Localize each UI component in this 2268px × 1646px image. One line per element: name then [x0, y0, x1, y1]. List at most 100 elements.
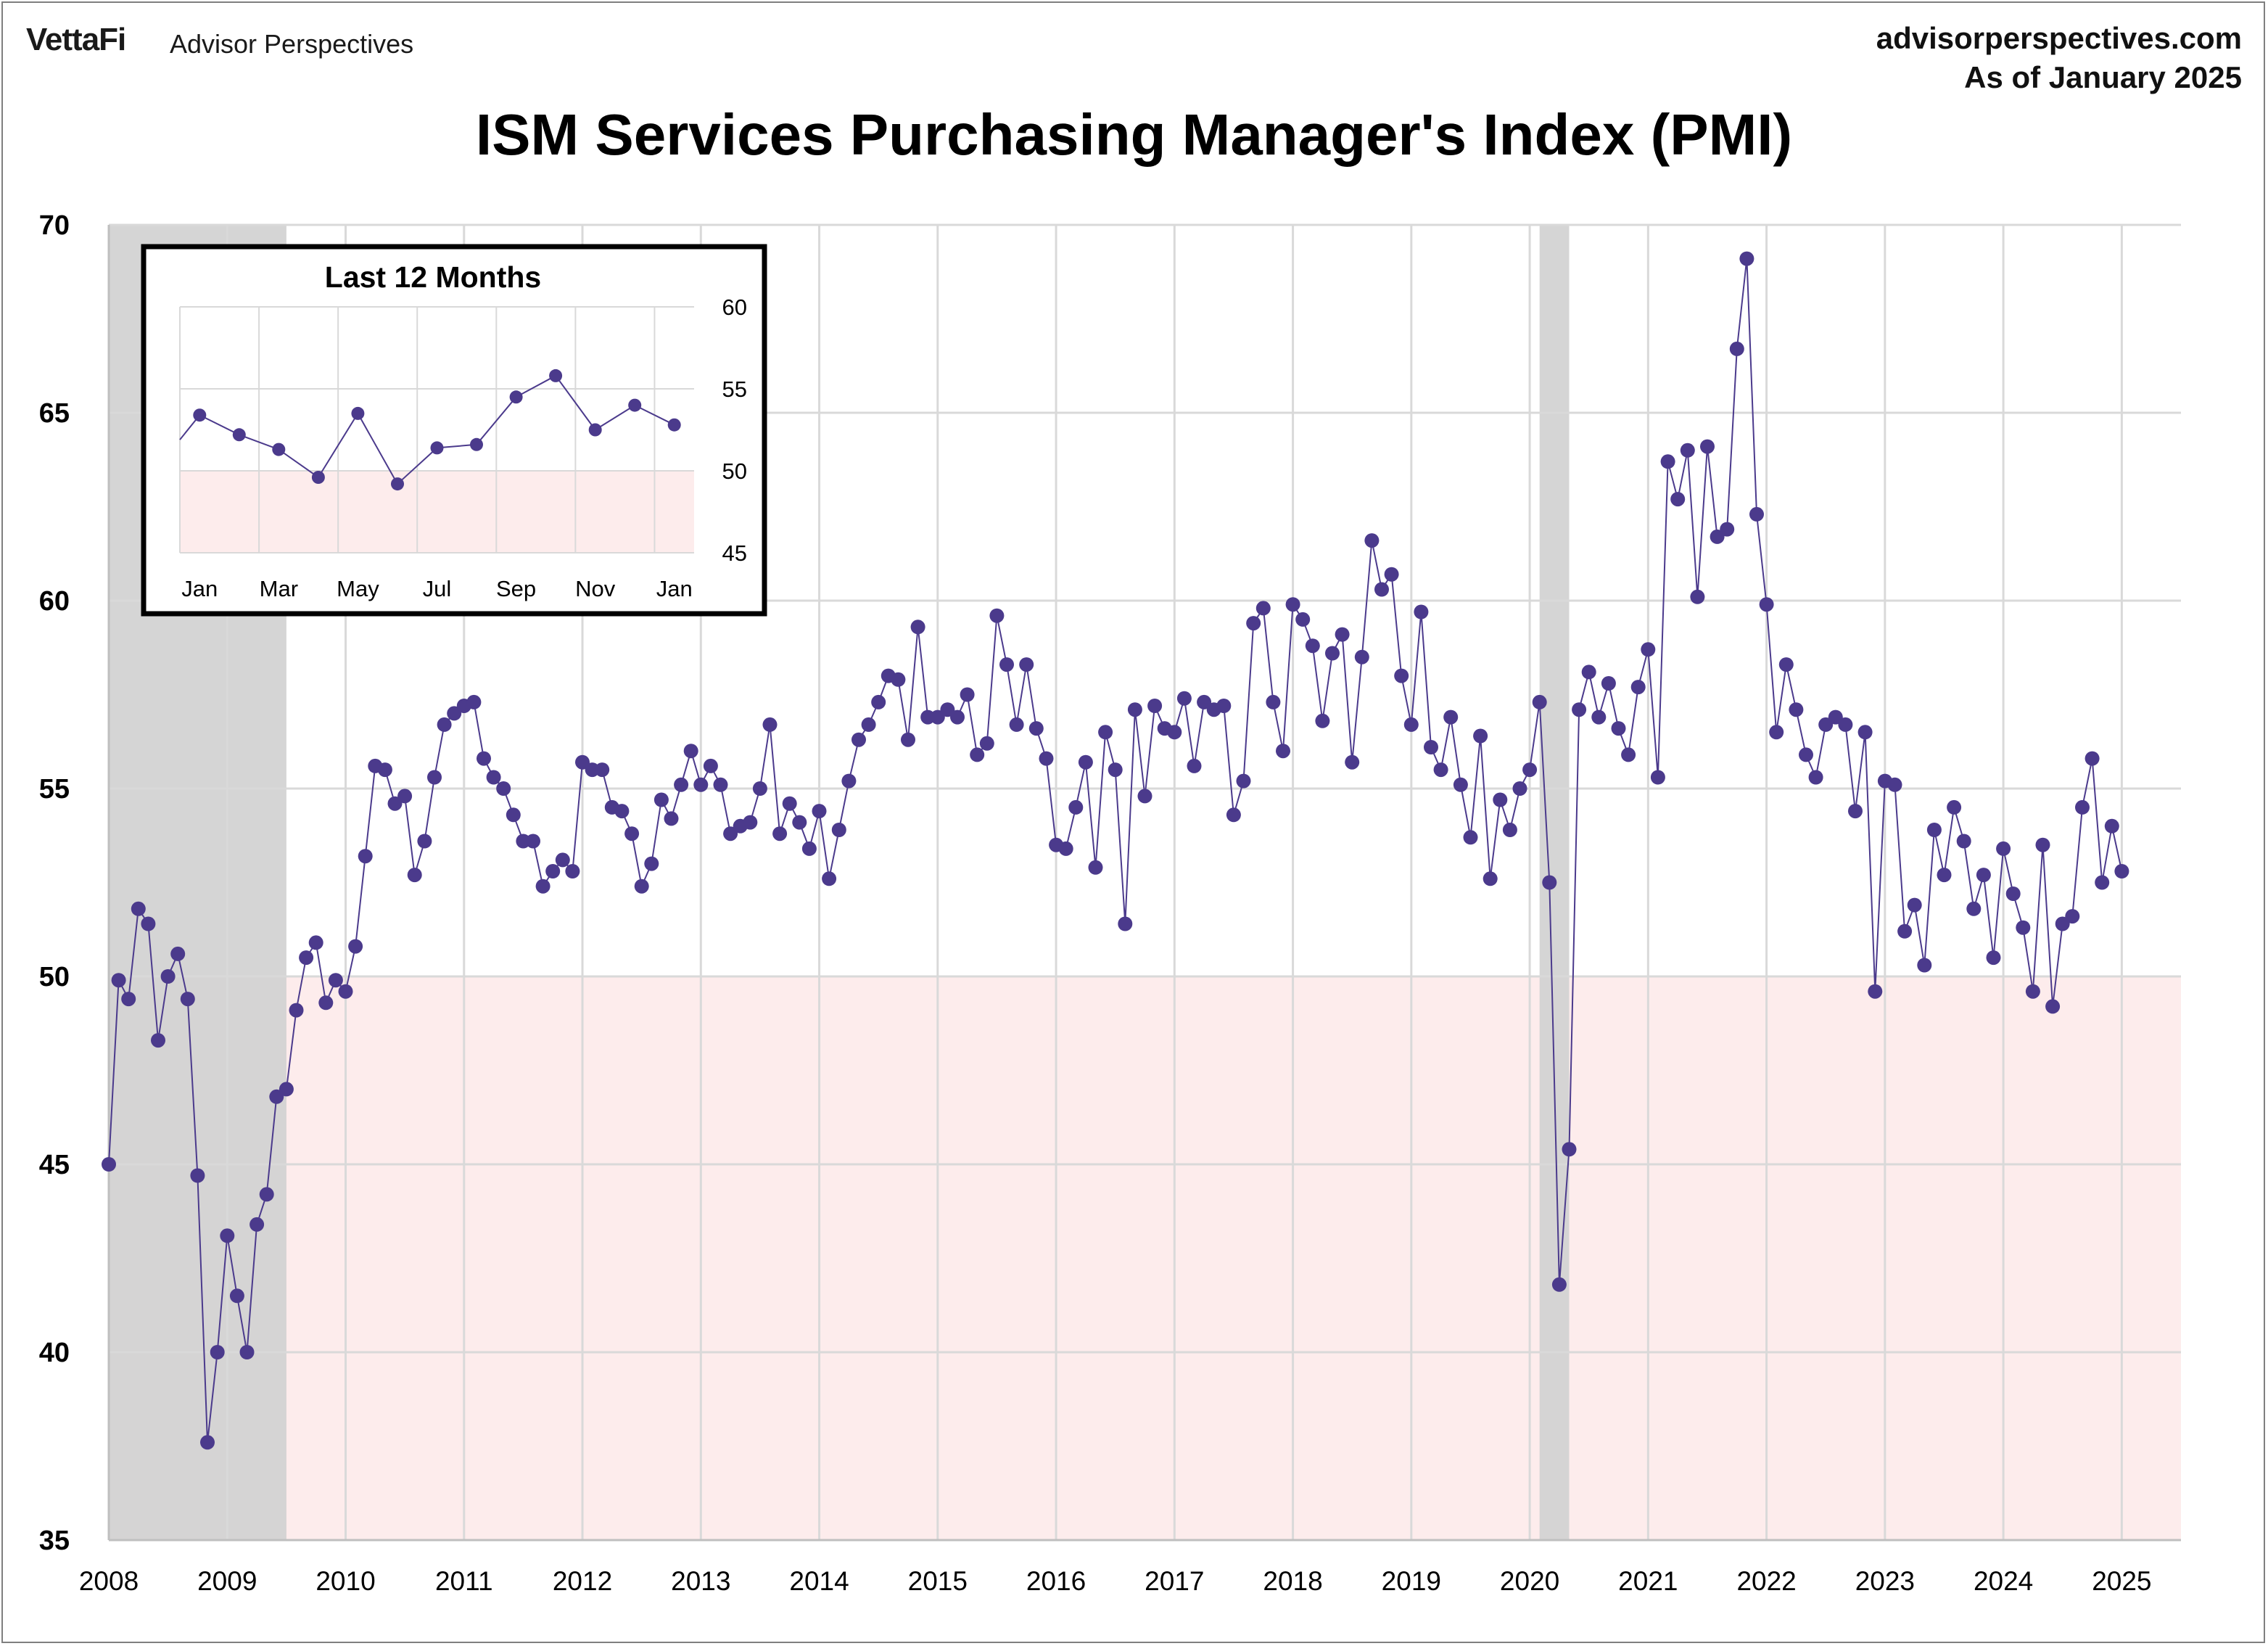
data-point — [1394, 668, 1409, 683]
inset-y-tick-label: 60 — [722, 295, 747, 320]
data-point — [1266, 694, 1281, 709]
x-tick-label: 2010 — [316, 1566, 375, 1596]
inset-y-ticks: 45 50 55 60 — [722, 295, 747, 566]
data-point — [1325, 646, 1340, 661]
data-point — [1917, 958, 1932, 973]
data-point — [1710, 529, 1725, 544]
data-point — [1167, 725, 1182, 740]
data-point — [1680, 443, 1695, 458]
y-tick-label: 45 — [39, 1150, 70, 1180]
inset-x-tick-label: Sep — [496, 576, 536, 601]
data-point — [358, 849, 373, 864]
data-point — [1778, 657, 1794, 672]
data-point — [1354, 649, 1369, 664]
data-point — [1562, 1142, 1577, 1157]
data-point — [1551, 1277, 1567, 1292]
data-point — [1868, 984, 1883, 999]
x-tick-label: 2022 — [1736, 1566, 1796, 1596]
data-point — [1216, 699, 1232, 713]
data-point — [1897, 923, 1913, 939]
data-point — [2104, 818, 2119, 834]
data-point — [141, 916, 156, 931]
data-point — [653, 792, 669, 807]
data-point — [683, 744, 698, 759]
data-point — [1137, 789, 1152, 804]
data-point — [2016, 920, 2031, 935]
data-point — [831, 823, 846, 837]
x-tick-label: 2021 — [1618, 1566, 1678, 1596]
x-tick-label: 2016 — [1026, 1566, 1086, 1596]
data-point — [417, 834, 432, 849]
data-point — [801, 841, 817, 856]
data-point — [1019, 657, 1034, 672]
data-point — [1414, 604, 1429, 620]
y-tick-label: 65 — [39, 398, 70, 429]
data-point — [1700, 439, 1715, 454]
data-point — [999, 657, 1014, 672]
data-point — [328, 973, 343, 988]
data-point — [506, 807, 521, 823]
main-y-ticks: 35 40 45 50 55 60 65 70 — [39, 210, 70, 1556]
data-point — [1502, 823, 1517, 837]
contraction-zone — [109, 976, 2181, 1540]
inset-contraction-zone — [180, 471, 694, 553]
as-of-date: As of January 2025 — [1964, 60, 2242, 94]
data-point — [1226, 807, 1241, 823]
data-point — [250, 1217, 265, 1232]
data-point — [644, 856, 659, 871]
data-point — [1078, 754, 1093, 770]
data-point — [1197, 694, 1212, 709]
data-point — [2075, 799, 2090, 815]
data-point — [674, 777, 689, 792]
data-point — [1769, 725, 1784, 740]
data-point — [2095, 875, 2110, 890]
data-point — [1424, 740, 1438, 754]
data-point — [1108, 762, 1123, 778]
data-point — [387, 796, 403, 811]
inset-series — [179, 369, 681, 491]
data-point — [762, 717, 778, 732]
inset-x-ticks: Jan Mar May Jul Sep Nov Jan — [181, 576, 692, 601]
x-tick-label: 2014 — [789, 1566, 849, 1596]
data-point — [200, 1435, 215, 1450]
inset-data-point — [430, 441, 444, 455]
data-point — [1335, 627, 1350, 642]
chart-title: ISM Services Purchasing Manager's Index … — [475, 102, 1793, 167]
advisor-perspectives-logo: Advisor Perspectives — [170, 29, 414, 59]
data-point — [289, 1003, 304, 1018]
data-point — [614, 804, 630, 819]
data-point — [841, 773, 857, 789]
inset-data-point — [628, 398, 642, 412]
x-tick-label: 2008 — [79, 1566, 139, 1596]
data-point — [2114, 864, 2129, 878]
data-point — [930, 709, 945, 725]
data-point — [664, 811, 679, 826]
data-point — [111, 973, 126, 988]
data-point — [1403, 717, 1419, 732]
data-point — [555, 852, 570, 868]
data-point — [496, 781, 511, 796]
inset-plot-background — [180, 471, 694, 553]
data-point — [2065, 909, 2080, 924]
data-point — [1345, 754, 1360, 770]
data-point — [299, 950, 314, 966]
data-point — [545, 864, 561, 878]
data-point — [269, 1089, 284, 1104]
x-tick-label: 2017 — [1145, 1566, 1204, 1596]
data-point — [575, 754, 590, 770]
inset-x-tick-label: Nov — [575, 576, 616, 601]
data-point — [338, 984, 353, 999]
data-point — [259, 1187, 274, 1202]
inset-y-tick-label: 45 — [722, 540, 747, 566]
data-point — [1630, 680, 1646, 695]
data-point — [693, 777, 709, 792]
data-point — [1364, 533, 1380, 548]
data-point — [1937, 868, 1952, 883]
data-point — [1483, 871, 1498, 886]
data-point — [1532, 694, 1547, 709]
data-point — [1572, 702, 1587, 717]
data-point — [1246, 616, 1261, 631]
data-point — [1009, 717, 1024, 732]
